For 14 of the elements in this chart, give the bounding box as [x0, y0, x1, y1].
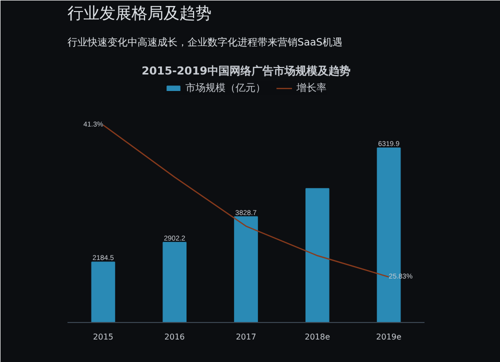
x-tick-label: 2017	[236, 332, 256, 342]
legend-label: 增长率	[296, 82, 326, 95]
x-tick-label: 2016	[164, 332, 185, 342]
x-tick-label: 2019e	[376, 332, 402, 342]
x-tick-label: 2015	[93, 332, 114, 342]
chart-title: 2015-2019中国网络广告市场规模及趋势	[142, 64, 350, 78]
text: 行业发展格局及趋势	[68, 4, 212, 22]
legend-label: 市场规模（亿元）	[186, 82, 266, 95]
text: 行业快速变化中高速成长，企业数字化进程带来营销SaaS机遇	[68, 36, 342, 48]
x-tick-label: 2018e	[304, 332, 330, 342]
bar	[91, 262, 116, 322]
bar	[162, 242, 187, 322]
bar	[234, 216, 258, 322]
bar	[305, 188, 330, 322]
